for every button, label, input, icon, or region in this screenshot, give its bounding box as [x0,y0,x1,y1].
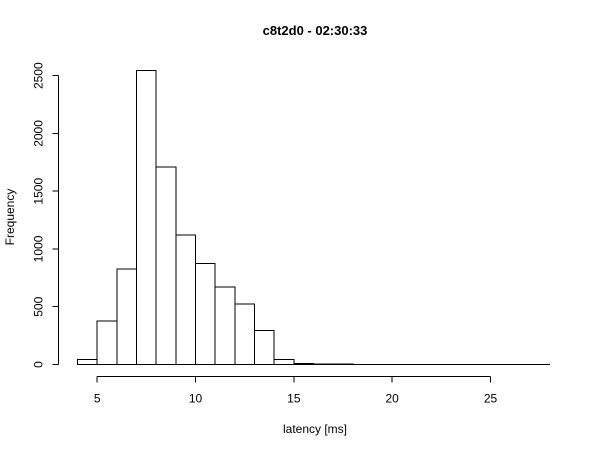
x-tick-label-5: 5 [94,392,101,406]
x-tick-label-20: 20 [385,392,399,406]
y-tick-label-0: 0 [32,361,46,368]
x-tick-label-15: 15 [287,392,301,406]
histogram-bar-9 [254,329,275,366]
bars-group [77,70,550,366]
x-tick-label-25: 25 [484,392,498,406]
y-tick-label-2000: 2000 [32,120,46,147]
x-axis: 5 10 15 20 25 [94,376,498,406]
chart-title: c8t2d0 - 02:30:33 [263,23,368,38]
histogram-bar-4 [155,166,177,365]
histogram-bar-1 [96,320,118,366]
histogram-bar-5 [175,234,196,365]
y-tick-label-1500: 1500 [32,178,46,205]
histogram-bar-6 [195,262,216,366]
histogram-bar-0 [77,358,98,366]
x-tick-label-10: 10 [189,392,203,406]
histogram-bar-7 [214,286,236,365]
histogram-bar-2 [116,268,138,366]
histogram-bar-8 [234,303,255,366]
histogram-bar-11 [293,363,315,366]
x-axis-label: latency [ms] [283,422,347,436]
y-tick-label-500: 500 [32,296,46,316]
y-tick-label-2500: 2500 [32,62,46,89]
y-axis: 0 500 1000 1500 2000 2500 [32,62,59,368]
y-tick-label-1000: 1000 [32,235,46,262]
histogram-bar-10 [273,358,295,366]
histogram-bar-3 [136,70,157,365]
y-axis-label: Frequency [3,189,17,246]
